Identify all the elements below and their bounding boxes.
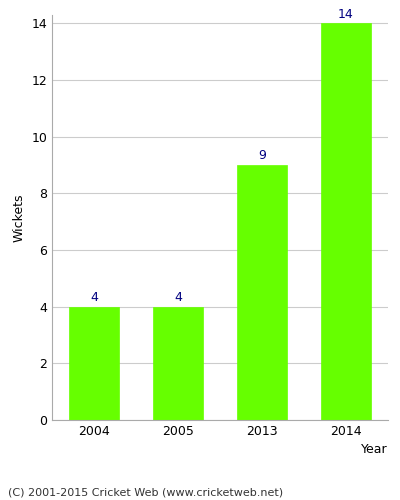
Text: (C) 2001-2015 Cricket Web (www.cricketweb.net): (C) 2001-2015 Cricket Web (www.cricketwe…	[8, 488, 283, 498]
Text: 4: 4	[174, 291, 182, 304]
Text: 9: 9	[258, 150, 266, 162]
Bar	[153, 306, 203, 420]
Text: 14: 14	[338, 8, 354, 20]
Bar	[321, 24, 371, 420]
X-axis label: Year: Year	[361, 444, 388, 456]
Bar	[69, 306, 119, 420]
Y-axis label: Wickets: Wickets	[13, 193, 26, 242]
Text: 4: 4	[90, 291, 98, 304]
Bar	[237, 165, 287, 420]
